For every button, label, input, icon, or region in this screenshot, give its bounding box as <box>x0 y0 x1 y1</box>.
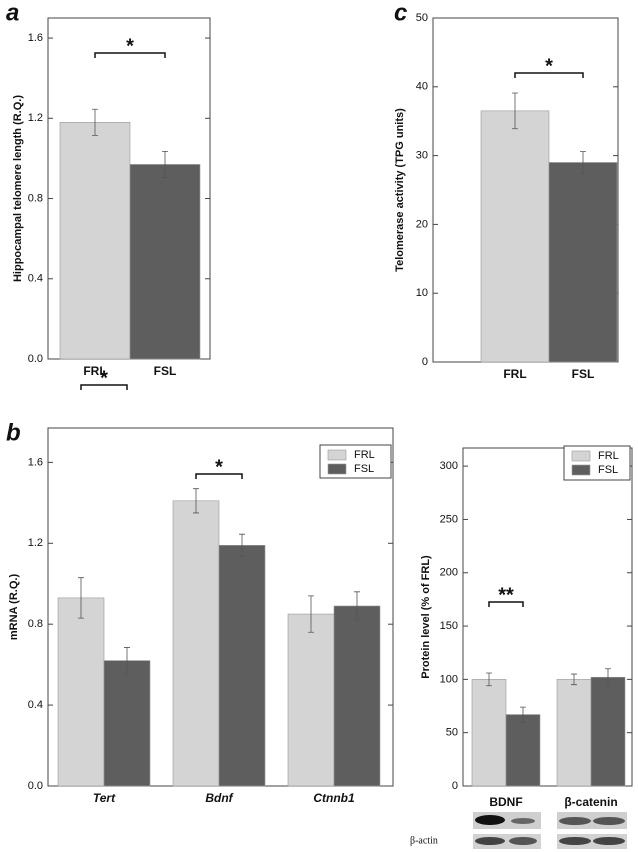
significance-mark: * <box>215 456 223 478</box>
y-tick-label: 40 <box>416 81 428 93</box>
y-tick-label: 300 <box>440 460 458 472</box>
x-tick-label: β-catenin <box>564 795 617 809</box>
blot-band <box>509 837 537 845</box>
significance-bracket <box>195 473 243 479</box>
significance-mark: * <box>100 367 108 389</box>
significance-mark: ** <box>498 584 514 606</box>
y-tick-label: 0.8 <box>28 192 43 204</box>
legend-label: FSL <box>598 464 618 476</box>
significance-mark: * <box>126 35 134 57</box>
blot-band <box>475 837 505 845</box>
bar <box>556 679 592 787</box>
significance-bracket <box>488 601 524 607</box>
panel-label: b <box>6 419 21 446</box>
legend-label: FRL <box>598 450 619 462</box>
y-tick-label: 1.2 <box>28 537 43 549</box>
bar <box>59 122 131 360</box>
y-tick-label: 1.2 <box>28 112 43 124</box>
significance-bracket <box>514 72 584 78</box>
x-tick-label: Bdnf <box>205 791 233 805</box>
error-bar <box>193 488 199 514</box>
y-tick-label: 0.0 <box>28 353 43 365</box>
error-bar <box>354 591 360 621</box>
significance-bracket <box>80 384 128 390</box>
bar <box>218 545 266 787</box>
error-bar <box>486 672 492 687</box>
bar <box>57 597 105 787</box>
y-tick-label: 10 <box>416 287 428 299</box>
y-tick-label: 1.6 <box>28 32 43 44</box>
y-tick-label: 30 <box>416 150 428 162</box>
y-tick-label: 0.8 <box>28 618 43 630</box>
y-axis-label: mRNA (R.Q.) <box>8 574 20 641</box>
y-axis-label: Telomerase activity (TPG units) <box>394 108 406 272</box>
error-bar <box>92 108 98 136</box>
x-tick-label: FRL <box>83 364 106 378</box>
y-axis-label: Protein level (% of FRL) <box>420 555 432 679</box>
legend-swatch <box>571 464 591 476</box>
blot-band <box>559 837 591 845</box>
legend-swatch <box>571 450 591 462</box>
panel-label: c <box>394 0 407 26</box>
x-tick-label: FSL <box>572 367 595 381</box>
y-tick-label: 100 <box>440 673 458 685</box>
y-tick-label: 0.4 <box>28 699 43 711</box>
y-tick-label: 20 <box>416 218 428 230</box>
blot-band <box>559 817 591 825</box>
bar <box>103 660 151 787</box>
loading-control-label: β-actin <box>410 835 438 846</box>
error-bar <box>512 92 518 130</box>
legend-swatch <box>327 463 347 475</box>
bar <box>471 679 507 787</box>
x-tick-label: FSL <box>154 364 177 378</box>
y-tick-label: 50 <box>446 727 458 739</box>
bar <box>480 110 550 363</box>
significance-mark: * <box>545 55 553 77</box>
y-tick-label: 1.6 <box>28 456 43 468</box>
y-tick-label: 250 <box>440 513 458 525</box>
legend-swatch <box>327 449 347 461</box>
bar <box>505 714 541 787</box>
error-bar <box>520 706 526 723</box>
error-bar <box>162 150 168 178</box>
bar <box>287 613 335 787</box>
bar <box>129 164 201 360</box>
blot-band <box>593 817 625 825</box>
legend-label: FRL <box>354 449 375 461</box>
error-bar <box>78 577 84 619</box>
bar <box>172 500 220 787</box>
y-tick-label: 200 <box>440 567 458 579</box>
x-tick-label: BDNF <box>489 795 522 809</box>
x-tick-label: Ctnnb1 <box>313 791 355 805</box>
blot-band <box>511 818 535 824</box>
error-bar <box>124 647 130 675</box>
bar <box>333 605 381 787</box>
error-bar <box>580 151 586 174</box>
error-bar <box>239 533 245 557</box>
y-tick-label: 0 <box>452 780 458 792</box>
y-tick-label: 0 <box>422 356 428 368</box>
error-bar <box>571 673 577 686</box>
x-tick-label: Tert <box>93 791 116 805</box>
y-axis-label: Hippocampal telomere length (R.Q.) <box>12 95 24 282</box>
bar <box>548 162 618 363</box>
error-bar <box>308 595 314 633</box>
y-tick-label: 0.0 <box>28 780 43 792</box>
panel-label: a <box>6 0 19 26</box>
x-tick-label: FRL <box>503 367 526 381</box>
significance-bracket <box>94 52 166 58</box>
blots <box>473 812 627 849</box>
y-tick-label: 0.4 <box>28 273 43 285</box>
y-tick-label: 50 <box>416 12 428 24</box>
legend-label: FSL <box>354 463 374 475</box>
bar <box>590 676 626 787</box>
plot-frame <box>462 447 633 787</box>
error-bar <box>605 668 611 687</box>
blot-band <box>475 815 505 825</box>
blot-band <box>593 837 625 845</box>
y-tick-label: 150 <box>440 620 458 632</box>
